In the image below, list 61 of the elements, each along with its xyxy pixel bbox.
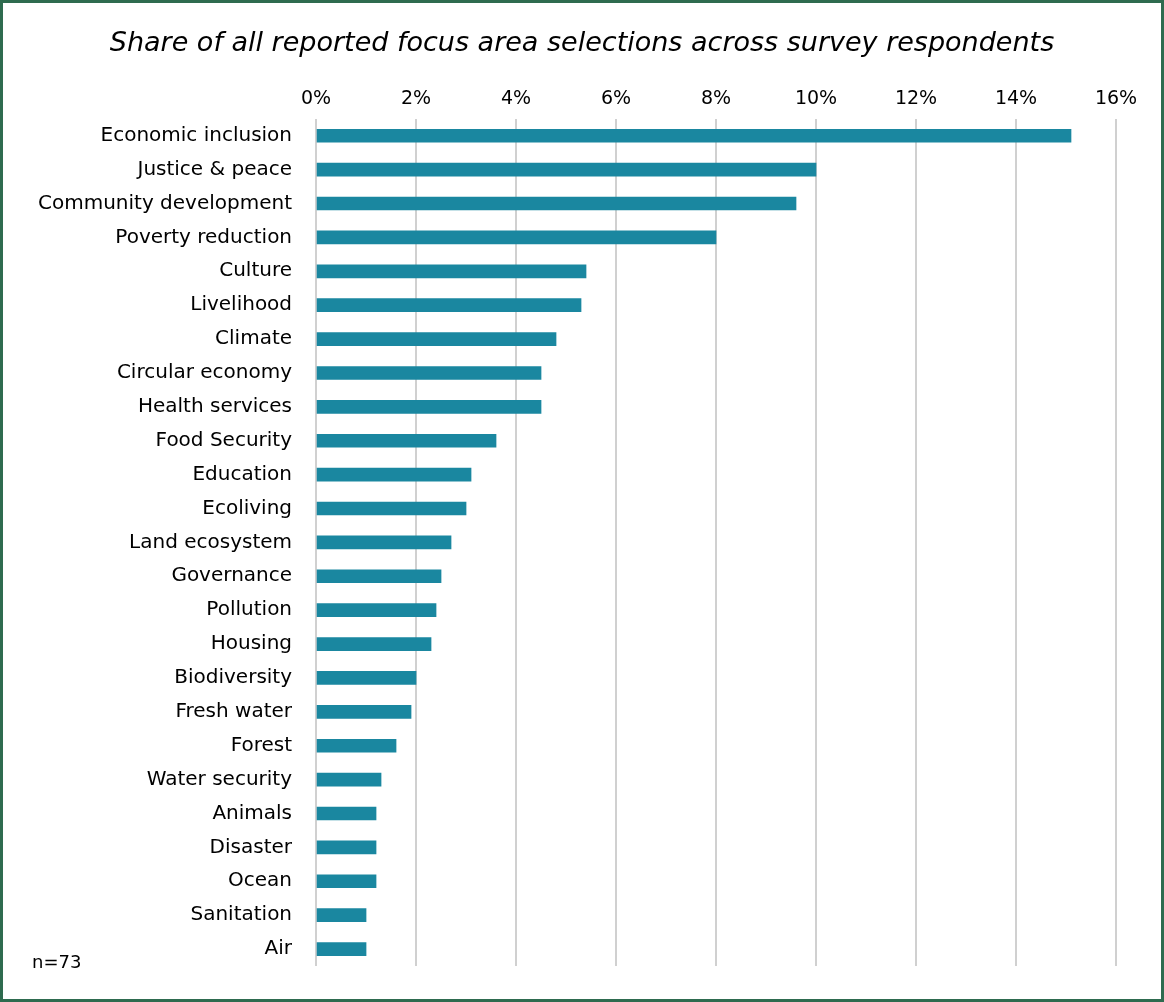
bar [316, 908, 367, 922]
y-tick-label: Livelihood [190, 291, 293, 316]
bar [316, 772, 382, 787]
y-tick-label: Disaster [209, 833, 293, 858]
x-tick-label: 14% [994, 86, 1038, 109]
bar [316, 467, 472, 482]
y-tick-label: Biodiversity [174, 664, 293, 689]
y-tick-label: Circular economy [116, 359, 293, 384]
y-tick-label: Food Security [155, 426, 293, 451]
bar [316, 400, 542, 414]
bar [316, 433, 497, 448]
bar [316, 332, 557, 346]
y-tick-label: Climate [215, 325, 293, 350]
bar [316, 535, 452, 550]
x-tick-label: 8% [700, 86, 732, 109]
y-tick-label: Justice & peace [135, 155, 293, 180]
bar [316, 501, 467, 516]
bar [316, 942, 367, 956]
bar [316, 569, 442, 584]
y-tick-label: Ecoliving [202, 494, 293, 519]
y-tick-label: Air [264, 935, 293, 960]
bar [316, 840, 377, 855]
y-tick-label: Ocean [228, 867, 293, 892]
x-tick-label: 4% [500, 86, 532, 109]
y-tick-label: Education [192, 460, 293, 485]
bar [316, 671, 417, 685]
bar [316, 162, 817, 177]
y-tick-label: Fresh water [175, 698, 293, 723]
x-tick-label: 2% [400, 86, 432, 109]
bar [316, 874, 377, 889]
chart-title: Share of all reported focus area selections across survey respondents [108, 26, 1056, 57]
x-tick-label: 6% [600, 86, 632, 109]
y-tick-label: Land ecosystem [129, 528, 293, 553]
text: n=73 [32, 950, 82, 972]
y-tick-label: Health services [137, 393, 293, 418]
y-tick-label: Poverty reduction [115, 223, 293, 248]
x-tick-label: 16% [1094, 86, 1138, 109]
bar [316, 196, 797, 211]
bar [316, 128, 1072, 143]
y-tick-label: Animals [212, 799, 293, 824]
y-tick-label: Sanitation [190, 901, 293, 926]
y-tick-label: Pollution [206, 596, 293, 621]
x-tick-label: 10% [794, 86, 838, 109]
bar [316, 738, 397, 753]
bar [316, 705, 412, 719]
y-tick-label: Economic inclusion [100, 121, 293, 146]
x-tick-label: 12% [894, 86, 938, 109]
bar [316, 603, 437, 618]
y-tick-label: Housing [210, 630, 293, 655]
bar [316, 264, 587, 279]
bar [316, 298, 582, 313]
y-tick-label: Forest [230, 731, 293, 756]
y-tick-label: Water security [146, 765, 293, 790]
y-tick-label: Community development [38, 189, 293, 214]
bar [316, 366, 542, 380]
y-tick-label: Governance [171, 562, 293, 587]
y-tick-label: Culture [219, 257, 293, 282]
bar [316, 637, 432, 651]
bar [316, 806, 377, 821]
x-tick-label: 0% [300, 86, 332, 109]
bar [316, 230, 717, 245]
